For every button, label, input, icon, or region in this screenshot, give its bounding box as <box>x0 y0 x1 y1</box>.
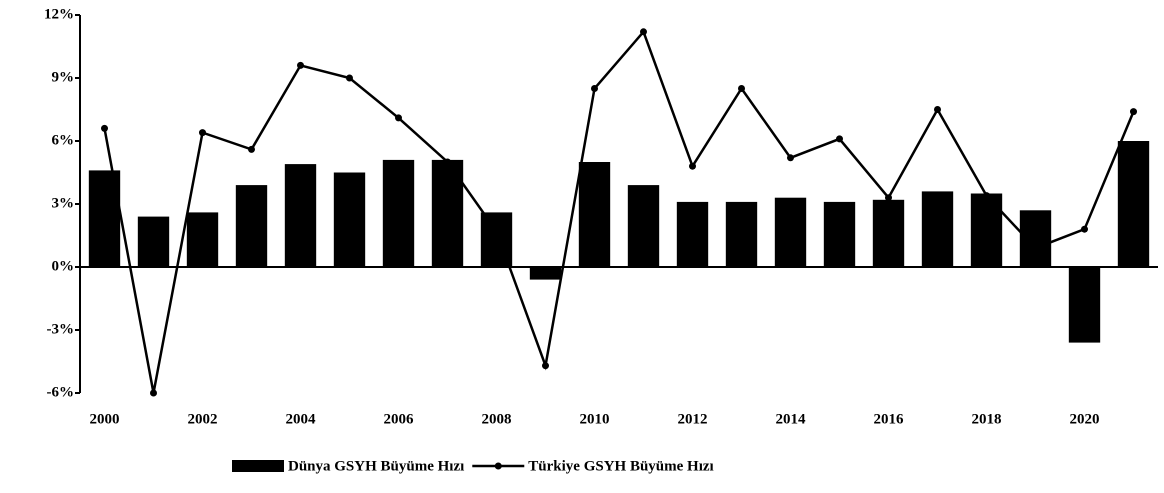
x-tick-label: 2014 <box>776 411 807 427</box>
x-tick-label: 2008 <box>482 411 512 427</box>
bar <box>235 185 268 267</box>
point <box>150 389 157 397</box>
point <box>101 124 108 132</box>
point <box>1081 225 1088 233</box>
bar <box>1019 210 1052 267</box>
bar <box>627 185 660 267</box>
bar <box>1068 267 1101 343</box>
y-tick-label: 12% <box>44 6 74 22</box>
bar <box>529 267 562 280</box>
bar <box>186 212 219 267</box>
point <box>1032 244 1039 252</box>
legend-marker <box>494 462 502 470</box>
x-tick-label: 2006 <box>384 411 415 427</box>
x-tick-label: 2002 <box>188 411 218 427</box>
bar <box>921 191 954 267</box>
bar <box>284 164 317 267</box>
x-tick-label: 2010 <box>580 411 610 427</box>
legend-label: Türkiye GSYH Büyüme Hızı <box>528 458 713 474</box>
bar <box>970 193 1003 267</box>
bar <box>872 199 905 267</box>
point <box>787 154 794 162</box>
x-tick-label: 2012 <box>678 411 708 427</box>
bar <box>333 172 366 267</box>
point <box>934 106 941 113</box>
x-tick-label: 2018 <box>972 411 1002 427</box>
y-tick-label: 9% <box>52 69 75 85</box>
point <box>640 28 647 36</box>
x-tick-label: 2000 <box>90 411 120 427</box>
legend-swatch <box>232 460 284 472</box>
bar <box>774 197 807 267</box>
bar <box>725 201 758 267</box>
point <box>346 74 353 82</box>
y-tick-label: -3% <box>47 321 75 337</box>
point <box>248 145 255 153</box>
x-tick-label: 2004 <box>286 411 317 427</box>
point <box>395 114 402 122</box>
point <box>689 162 696 170</box>
x-tick-label: 2020 <box>1070 411 1100 427</box>
legend-label: Dünya GSYH Büyüme Hızı <box>288 458 464 474</box>
y-tick-label: 6% <box>52 132 75 148</box>
bar <box>578 162 611 267</box>
point <box>199 129 206 137</box>
bar <box>823 201 856 267</box>
x-tick-label: 2016 <box>874 411 905 427</box>
point <box>738 85 745 92</box>
line <box>103 29 1135 394</box>
y-tick-label: -6% <box>47 384 75 400</box>
bar <box>676 201 709 267</box>
point <box>297 61 304 69</box>
point <box>1130 108 1137 116</box>
point <box>591 85 598 92</box>
point <box>542 362 549 370</box>
point <box>444 158 451 166</box>
point <box>493 227 500 235</box>
point <box>983 192 990 200</box>
y-tick-label: 3% <box>52 195 75 211</box>
bar <box>382 159 415 267</box>
point <box>885 194 892 202</box>
y-tick-label: 0% <box>52 258 75 274</box>
bar <box>137 216 170 267</box>
point <box>836 135 843 143</box>
bar <box>1117 141 1150 267</box>
